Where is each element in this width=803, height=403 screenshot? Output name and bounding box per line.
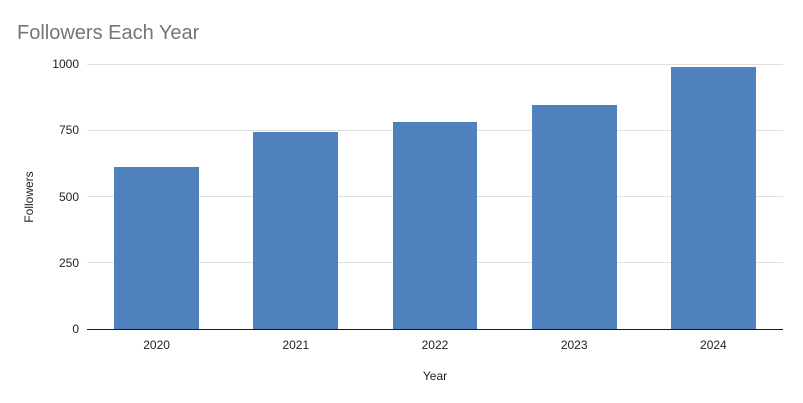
bar-2023 bbox=[531, 105, 617, 329]
x-tick-label-2021: 2021 bbox=[282, 338, 310, 352]
y-tick-label-500: 500 bbox=[58, 189, 79, 204]
y-tick-label-250: 250 bbox=[58, 255, 79, 270]
gridline-1000 bbox=[87, 63, 783, 65]
chart-title: Followers Each Year bbox=[17, 22, 200, 44]
bar-2022 bbox=[392, 122, 478, 329]
x-tick-label-2022: 2022 bbox=[421, 338, 449, 352]
x-tick-label-2020: 2020 bbox=[143, 338, 170, 352]
x-axis-title: Year bbox=[422, 369, 448, 383]
y-tick-label-750: 750 bbox=[58, 123, 79, 138]
y-tick-label-0: 0 bbox=[72, 322, 79, 336]
bar-2024 bbox=[670, 66, 756, 329]
plot-area bbox=[87, 63, 783, 330]
x-tick-label-2024: 2024 bbox=[700, 338, 727, 352]
x-tick-label-2023: 2023 bbox=[560, 338, 588, 352]
bar-2021 bbox=[253, 131, 339, 329]
y-axis-title: Followers bbox=[22, 171, 36, 223]
bar-2020 bbox=[114, 167, 200, 329]
y-tick-label-1000: 1000 bbox=[52, 57, 79, 71]
